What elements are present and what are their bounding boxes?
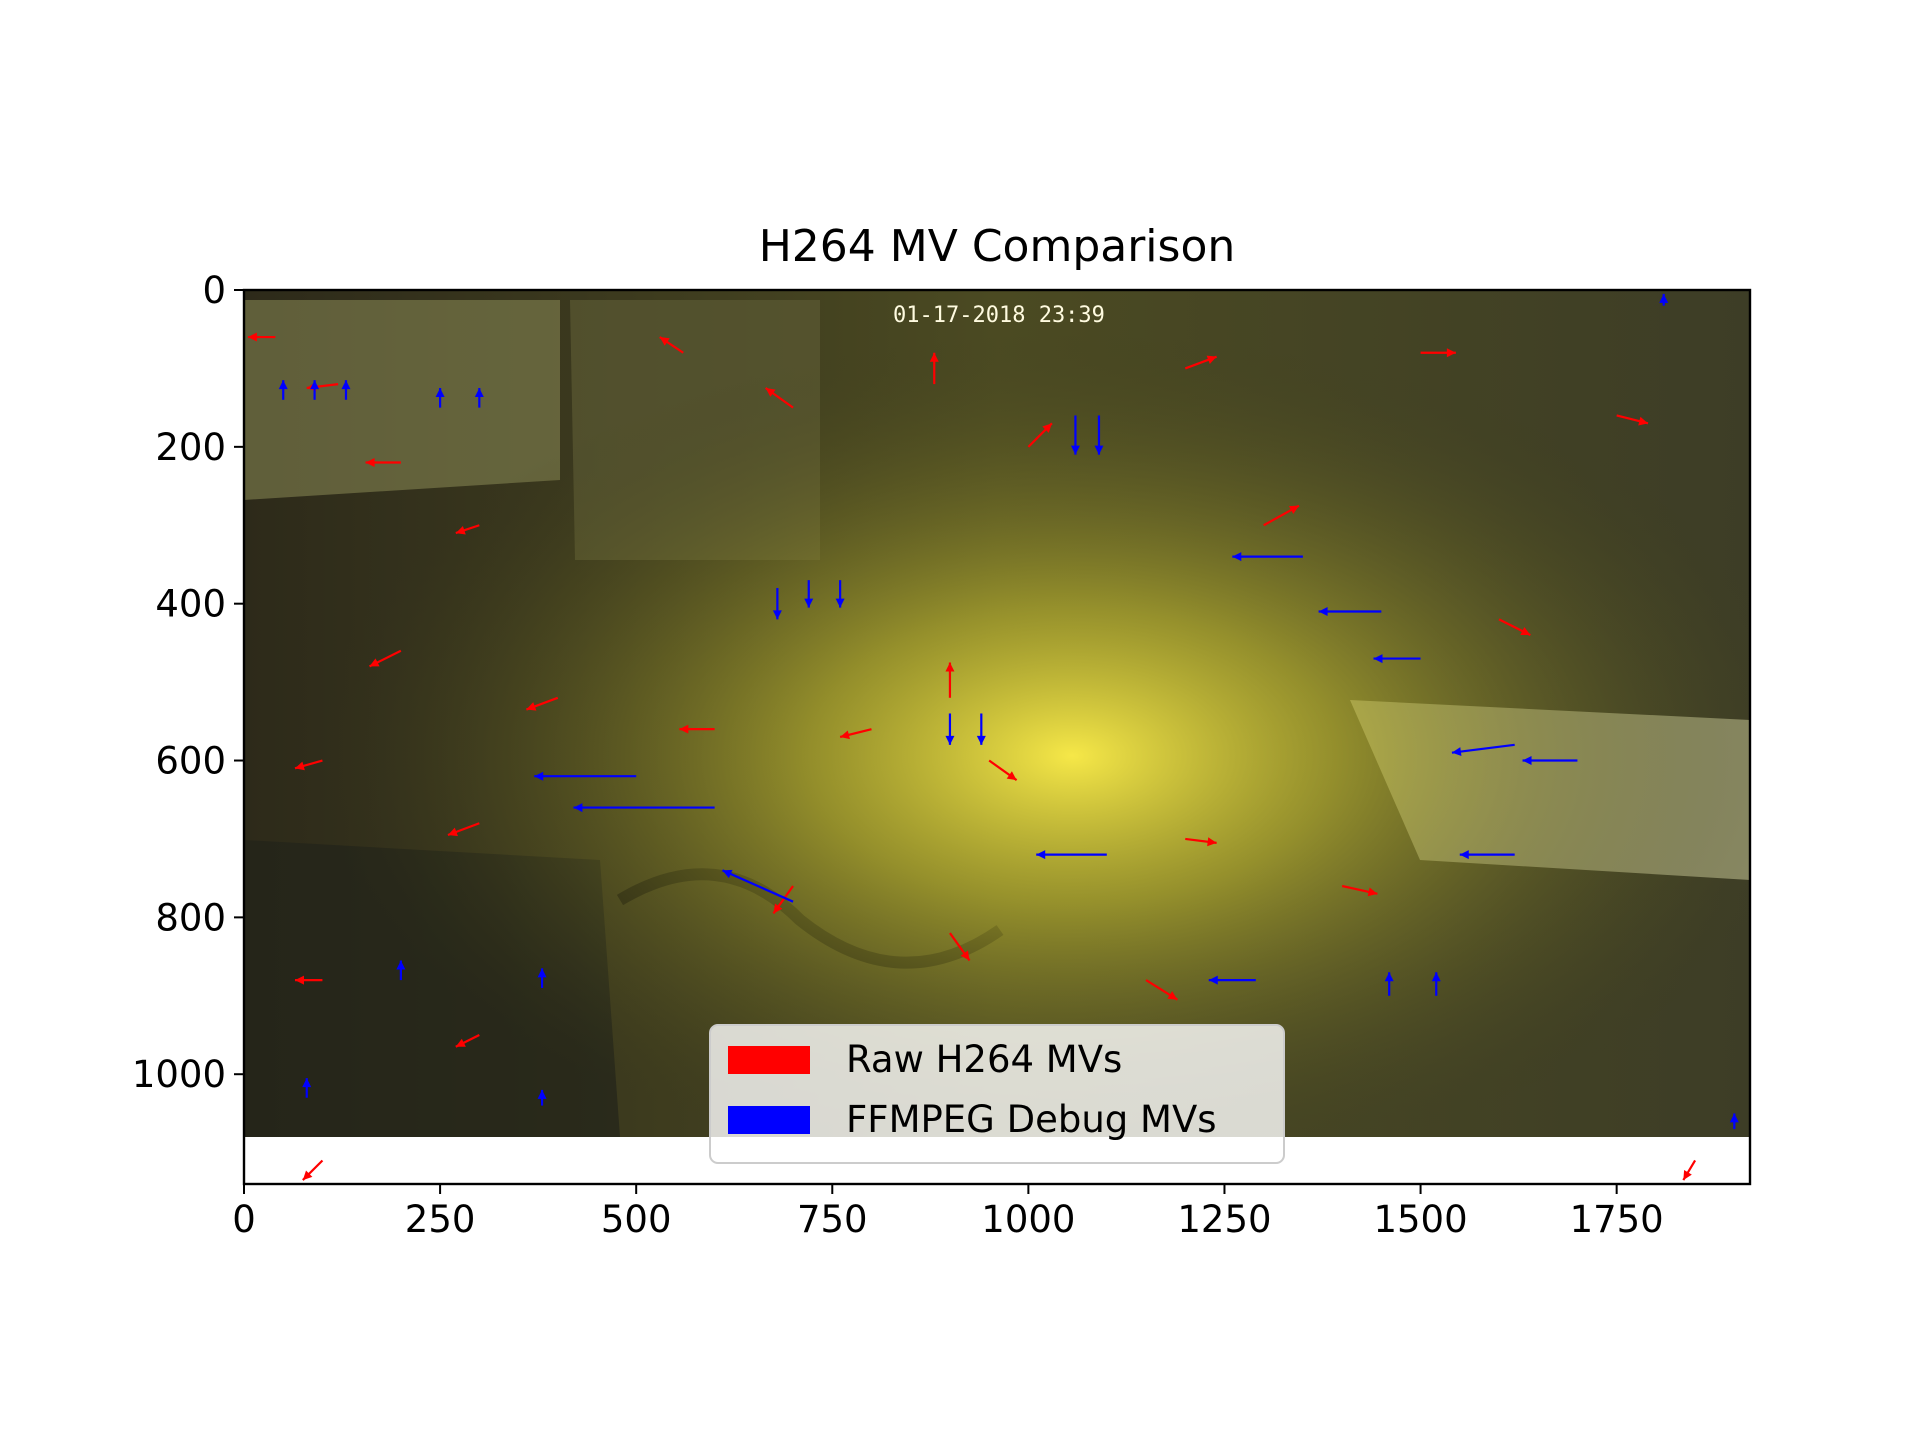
raw-h264-mv-arrow [929, 352, 939, 385]
x-tick-label: 1500 [1373, 1198, 1467, 1241]
y-tick-label: 0 [202, 269, 226, 312]
raw-h264-mv-arrow [1185, 837, 1217, 847]
ffmpeg-debug-mv-arrow [396, 960, 406, 981]
chart-title: H264 MV Comparison [759, 221, 1236, 272]
ffmpeg-debug-mv-arrow [1431, 972, 1441, 996]
axes-frame [242, 288, 1752, 1186]
frame-timestamp: 01-17-2018 23:39 [893, 303, 1105, 328]
ffmpeg-debug-mv-arrow [945, 713, 955, 745]
ffmpeg-debug-mv-arrow [1036, 850, 1107, 860]
raw-h264-mv-arrow [839, 728, 872, 740]
raw-h264-mv-arrow [294, 759, 323, 771]
x-tick-label: 500 [601, 1198, 672, 1241]
raw-h264-mv-arrow [1420, 348, 1456, 358]
plot-area: 01-17-2018 23:39 [244, 290, 1750, 1184]
x-tick-label: 0 [232, 1198, 256, 1241]
ffmpeg-debug-mv-arrow [1373, 654, 1421, 664]
raw-h264-mv-arrow [294, 975, 323, 985]
raw-h264-mv-arrow [1263, 504, 1300, 527]
ffmpeg-debug-mv-arrow [1659, 293, 1669, 306]
ffmpeg-debug-mv-arrow [1729, 1113, 1739, 1130]
video-frame-image: 01-17-2018 23:39 [244, 290, 1750, 1137]
raw-h264-mv-arrow [365, 458, 401, 468]
ffmpeg-debug-mv-arrow [573, 803, 715, 813]
legend: Raw H264 MVs FFMPEG Debug MVs [709, 1024, 1285, 1164]
ffmpeg-debug-mv-arrow [302, 1078, 312, 1098]
x-tick-label: 1000 [981, 1198, 1075, 1241]
legend-swatch-ffmpeg-debug [728, 1106, 810, 1134]
ffmpeg-debug-mv-arrow [537, 1089, 547, 1106]
ffmpeg-debug-mv-arrow [1459, 850, 1515, 860]
raw-h264-mv-arrow [679, 724, 715, 734]
ffmpeg-debug-mv-arrow [976, 713, 986, 745]
raw-h264-mv-arrow [1498, 618, 1531, 637]
ffmpeg-debug-mv-arrow [835, 580, 845, 608]
y-axis: 0 200 400 600 800 1000 [132, 269, 244, 1096]
ffmpeg-debug-mv-arrow [474, 388, 484, 408]
ffmpeg-debug-mv-arrow [1318, 607, 1382, 617]
ffmpeg-debug-mv-arrow [804, 580, 814, 608]
x-tick-label: 1750 [1570, 1198, 1664, 1241]
ffmpeg-debug-mv-arrow [1384, 972, 1394, 996]
raw-h264-mv-arrow [945, 662, 955, 698]
raw-h264-mv-arrow [1616, 414, 1649, 426]
ffmpeg-debug-mv-arrow [1232, 552, 1303, 562]
legend-swatch-raw-h264 [728, 1046, 810, 1074]
raw-h264-mv-arrow [764, 387, 794, 409]
x-tick-label: 750 [797, 1198, 868, 1241]
legend-label-ffmpeg-debug: FFMPEG Debug MVs [846, 1098, 1217, 1141]
ffmpeg-debug-mv-arrow [1094, 415, 1104, 455]
raw-h264-mv-arrow [525, 696, 559, 711]
raw-h264-mv-arrow [949, 932, 971, 962]
raw-h264-mv-arrow [772, 885, 794, 915]
x-axis: 0 250 500 750 1000 1250 1500 1750 [232, 1184, 1664, 1241]
legend-box [709, 1024, 1285, 1164]
ffmpeg-debug-mv-arrow [537, 968, 547, 988]
ffmpeg-debug-mv-arrow [1522, 756, 1578, 766]
raw-h264-mv-arrow [1341, 884, 1378, 897]
y-tick-label: 1000 [132, 1053, 226, 1096]
raw-h264-mv-arrow [988, 759, 1018, 782]
raw-h264-mv-arrow [659, 336, 684, 354]
ffmpeg-debug-mv-arrow [772, 588, 782, 620]
legend-label-raw-h264: Raw H264 MVs [846, 1038, 1122, 1081]
raw-h264-mv-arrow [1682, 1159, 1697, 1181]
y-tick-label: 800 [155, 896, 226, 939]
x-tick-label: 250 [405, 1198, 476, 1241]
raw-h264-mv-arrow [369, 649, 402, 668]
raw-h264-mv-arrow [1184, 355, 1218, 370]
ffmpeg-debug-mv-arrow [278, 380, 288, 400]
ffmpeg-debug-mv-arrow [310, 380, 320, 400]
ffmpeg-debug-mv-arrow [1451, 743, 1515, 757]
y-tick-label: 200 [155, 426, 226, 469]
ffmpeg-debug-mv-arrow [341, 380, 351, 400]
raw-h264-mv-arrow [247, 332, 276, 342]
ffmpeg-debug-mv-arrow [435, 388, 445, 408]
ffmpeg-debug-mv-arrow [534, 771, 637, 781]
ffmpeg-debug-mv-arrow [722, 869, 794, 903]
vectors-layer [247, 293, 1739, 1181]
raw-h264-mv-arrow [1027, 422, 1053, 448]
raw-h264-mv-arrow [455, 1034, 480, 1048]
ffmpeg-debug-mv-arrow [1208, 975, 1256, 985]
y-tick-label: 600 [155, 740, 226, 783]
ffmpeg-debug-mv-arrow [1070, 415, 1080, 455]
raw-h264-mv-arrow [1145, 979, 1178, 1001]
raw-h264-mv-arrow [455, 524, 480, 535]
raw-h264-mv-arrow [302, 1159, 324, 1181]
raw-h264-mv-arrow [447, 822, 480, 837]
y-tick-label: 400 [155, 583, 226, 626]
x-tick-label: 1250 [1177, 1198, 1271, 1241]
